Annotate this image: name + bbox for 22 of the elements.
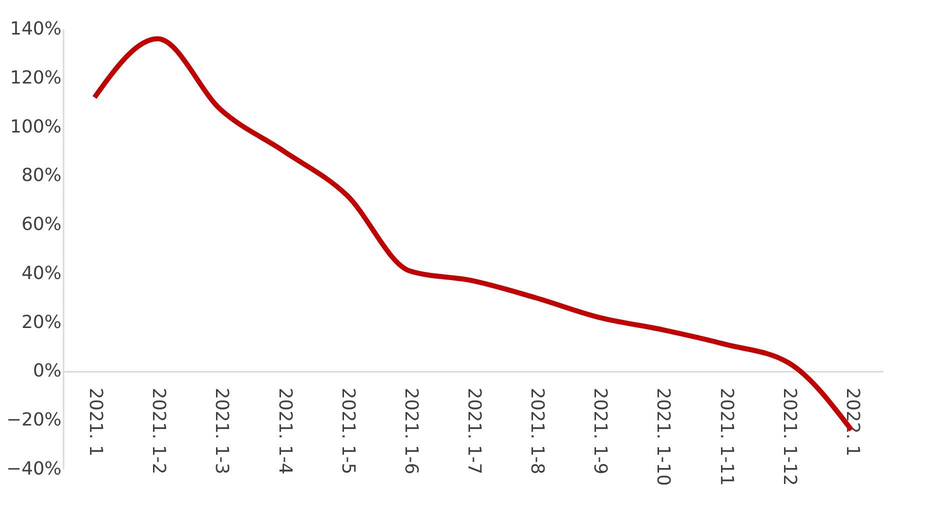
x-tick-label: 2021. 1-7 xyxy=(464,388,484,474)
y-tick-label: −20% xyxy=(6,410,62,431)
y-tick-label: −40% xyxy=(6,458,62,480)
y-tick-label: 40% xyxy=(21,262,62,284)
y-tick-label: 0% xyxy=(32,360,62,382)
x-tick-label: 2021. 1-2 xyxy=(148,388,170,474)
y-tick-label: 20% xyxy=(21,312,62,333)
x-tick-label: 2021. 1-4 xyxy=(274,388,296,474)
x-tick-label: 2021. 1-5 xyxy=(337,388,358,474)
x-tick-label: 2021. 1-12 xyxy=(778,388,800,486)
y-tick-label: 100% xyxy=(10,116,62,138)
x-tick-label: 2021. 1-6 xyxy=(400,388,422,474)
x-tick-label: 2021. 1-11 xyxy=(716,388,737,486)
y-tick-label: 120% xyxy=(10,67,62,88)
y-tick-label: 60% xyxy=(21,214,62,236)
x-tick-label: 2021. 1-9 xyxy=(590,388,611,474)
x-tick-label: 2021. 1-10 xyxy=(652,388,674,486)
y-tick-label: 80% xyxy=(21,165,62,186)
x-tick-label: 2021. 1 xyxy=(85,388,106,456)
x-tick-label: 2021. 1-8 xyxy=(526,388,548,474)
x-tick-label: 2021. 1-3 xyxy=(211,388,232,474)
y-tick-label: 140% xyxy=(10,18,62,40)
